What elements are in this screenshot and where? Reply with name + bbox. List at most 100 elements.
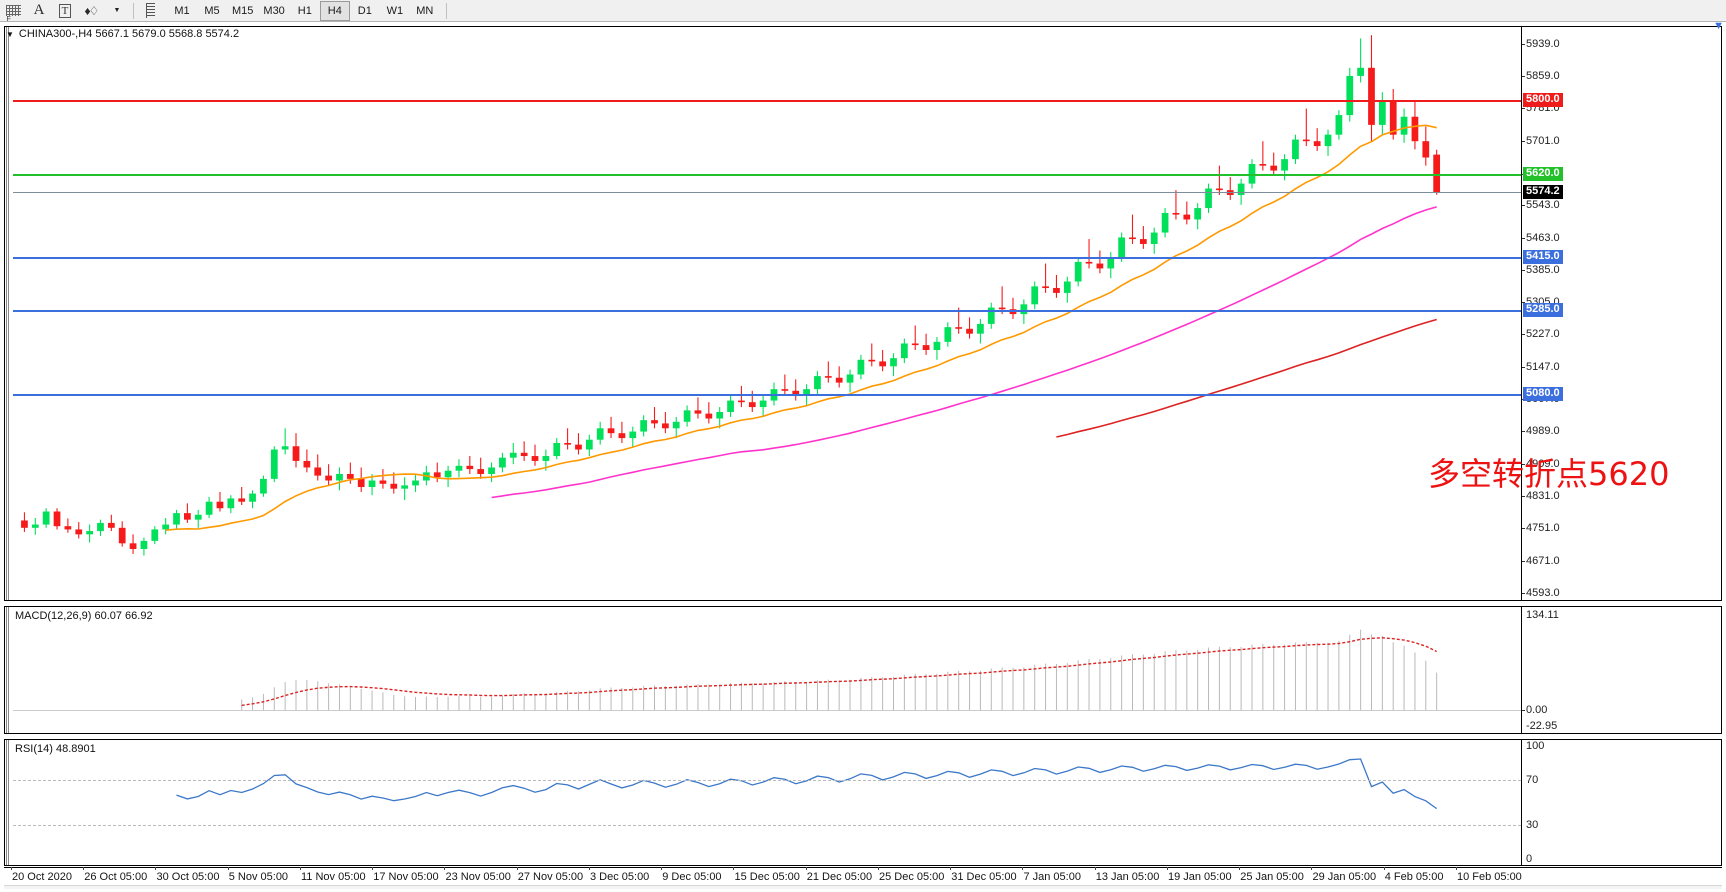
- time-label: 27 Nov 05:00: [516, 867, 584, 883]
- rsi-axis[interactable]: 100 70 30 0: [1521, 740, 1721, 865]
- macd-series-svg: [13, 629, 1523, 711]
- macd-tick: -22.95: [1526, 720, 1558, 732]
- toolbar: A T ♦♢ ▼ M1 M5 M15 M30 H1 H4 D1 W1 MN: [0, 0, 1726, 23]
- price-tick: 4831.0: [1522, 489, 1560, 502]
- level-line-5574.2: [13, 192, 1521, 194]
- timeframe-m30[interactable]: M30: [263, 4, 285, 17]
- time-label: 15 Dec 05:00: [733, 867, 800, 883]
- level-line-5285.0: [13, 310, 1521, 313]
- price-badge-blue: 5415.0: [1523, 250, 1563, 265]
- chart-header-text: CHINA300-,H4 5667.1 5679.0 5568.8 5574.2: [18, 28, 240, 40]
- rsi-band-30: [13, 825, 1521, 827]
- price-tick: 5227.0: [1522, 328, 1560, 341]
- timeframe-h1[interactable]: H1: [297, 4, 312, 17]
- price-axis[interactable]: 5939.05859.05781.05701.05620.05543.05463…: [1521, 27, 1721, 600]
- price-tick: 4593.0: [1522, 586, 1560, 599]
- time-axis-band: [4, 885, 1722, 889]
- price-tick: 5543.0: [1522, 199, 1560, 212]
- price-panel: 多空转折点5620 5939.05859.05781.05701.05620.0…: [4, 26, 1722, 601]
- time-label: 26 Oct 05:00: [83, 867, 148, 883]
- price-badge-green: 5620.0: [1523, 166, 1563, 181]
- chart-header: ▼ CHINA300-,H4 5667.1 5679.0 5568.8 5574…: [6, 28, 239, 40]
- price-tick: 5701.0: [1522, 134, 1560, 147]
- rsi-tick: 70: [1526, 773, 1539, 786]
- time-label: 17 Nov 05:00: [372, 867, 439, 883]
- time-label: 25 Dec 05:00: [877, 867, 945, 883]
- time-label: 25 Jan 05:00: [1239, 867, 1304, 883]
- collapse-caret-icon[interactable]: ▼: [6, 29, 14, 39]
- timeframe-h4[interactable]: H4: [319, 0, 350, 21]
- price-tick: 5385.0: [1522, 263, 1560, 276]
- objects-icon[interactable]: ♦♢: [84, 3, 100, 18]
- time-label: 30 Oct 05:00: [155, 867, 220, 883]
- rsi-band-70: [13, 779, 1521, 781]
- macd-label: MACD(12,26,9) 60.07 66.92: [15, 610, 153, 622]
- time-label: 7 Jan 05:00: [1022, 867, 1081, 883]
- timeframe-d1[interactable]: D1: [357, 4, 372, 17]
- toolbar-divider-1: [133, 2, 134, 19]
- price-tick: 4989.0: [1522, 425, 1560, 438]
- price-badge-blue: 5285.0: [1523, 303, 1563, 318]
- rsi-tick: 30: [1526, 819, 1539, 832]
- time-label: 23 Nov 05:00: [444, 867, 511, 883]
- time-label: 3 Dec 05:00: [588, 867, 650, 883]
- price-tick: 5147.0: [1522, 360, 1560, 373]
- price-tick: 5463.0: [1522, 231, 1560, 244]
- macd-tick: 134.11: [1526, 609, 1559, 621]
- text-label-icon[interactable]: A: [33, 2, 45, 18]
- panel-scroll-handle-macd[interactable]: [5, 607, 11, 733]
- panel-scroll-handle-price[interactable]: [5, 27, 11, 600]
- macd-axis[interactable]: 134.11 0.00 -22.95: [1521, 607, 1721, 733]
- timeframe-w1[interactable]: W1: [386, 4, 404, 17]
- price-tick: 5939.0: [1522, 37, 1560, 50]
- timeframe-m1[interactable]: M1: [174, 4, 190, 17]
- grid-crosshair-icon[interactable]: [0, 1, 26, 23]
- time-label: 5 Nov 05:00: [227, 867, 289, 883]
- annotation-text: 多空转折点5620: [1428, 455, 1670, 494]
- time-axis[interactable]: 20 Oct 2020 26 Oct 05:00 30 Oct 05:00 5 Nov…: [4, 867, 1722, 889]
- time-label: 21 Dec 05:00: [805, 867, 873, 883]
- price-tick: 4909.0: [1522, 457, 1560, 470]
- rsi-plot-area[interactable]: [13, 740, 1521, 865]
- macd-panel: MACD(12,26,9) 60.07 66.92 134.11 0.00 -22.…: [4, 606, 1722, 734]
- toolbar-divider-2: [445, 2, 447, 19]
- level-line-5800.0: [13, 100, 1521, 103]
- timeframe-mn[interactable]: MN: [416, 4, 434, 17]
- price-tick: 4671.0: [1522, 554, 1560, 567]
- rsi-label: RSI(14) 48.8901: [15, 743, 96, 755]
- timeframe-group: M1 M5 M15 M30 H1 H4 D1 W1 MN: [167, 0, 440, 21]
- time-label: 31 Dec 05:00: [950, 867, 1017, 883]
- price-tick: 4751.0: [1522, 522, 1560, 535]
- price-plot-area[interactable]: 多空转折点5620: [13, 27, 1669, 600]
- rsi-series-svg: [176, 758, 1438, 810]
- time-label: 11 Nov 05:00: [299, 867, 366, 883]
- rsi-panel: RSI(14) 48.8901 100 70 30 0: [4, 739, 1722, 866]
- price-tick: 5859.0: [1522, 70, 1560, 83]
- timeframe-m15[interactable]: M15: [232, 4, 254, 17]
- level-line-5620.0: [13, 173, 1521, 176]
- timeframe-m5[interactable]: M5: [204, 4, 220, 17]
- time-label: 13 Jan 05:00: [1094, 867, 1160, 883]
- price-candles-svg: [21, 35, 1441, 556]
- time-label: 29 Jan 05:00: [1311, 867, 1377, 883]
- rsi-tick: 0: [1526, 853, 1533, 865]
- time-label: 19 Jan 05:00: [1166, 867, 1232, 883]
- ruler-icon[interactable]: [137, 1, 163, 21]
- time-label: 4 Feb 05:00: [1383, 867, 1444, 883]
- price-badge-blue: 5080.0: [1523, 387, 1563, 402]
- panel-scroll-handle-rsi[interactable]: [5, 740, 11, 865]
- macd-tick: 0.00: [1521, 704, 1548, 717]
- level-line-5415.0: [13, 257, 1521, 260]
- price-badge-black: 5574.2: [1523, 185, 1563, 200]
- time-label: 9 Dec 05:00: [661, 867, 722, 883]
- crosshair-marker-icon: ▼: [1713, 20, 1724, 32]
- level-line-5080.0: [13, 394, 1521, 397]
- time-label: 20 Oct 2020: [11, 867, 72, 883]
- text-box-icon[interactable]: T: [52, 1, 78, 21]
- rsi-tick: 100: [1526, 740, 1545, 752]
- macd-plot-area[interactable]: [13, 607, 1523, 733]
- time-label: 10 Feb 05:00: [1455, 867, 1522, 883]
- price-badge-red: 5800.0: [1523, 93, 1563, 108]
- dropdown-caret-icon[interactable]: ▼: [113, 7, 121, 14]
